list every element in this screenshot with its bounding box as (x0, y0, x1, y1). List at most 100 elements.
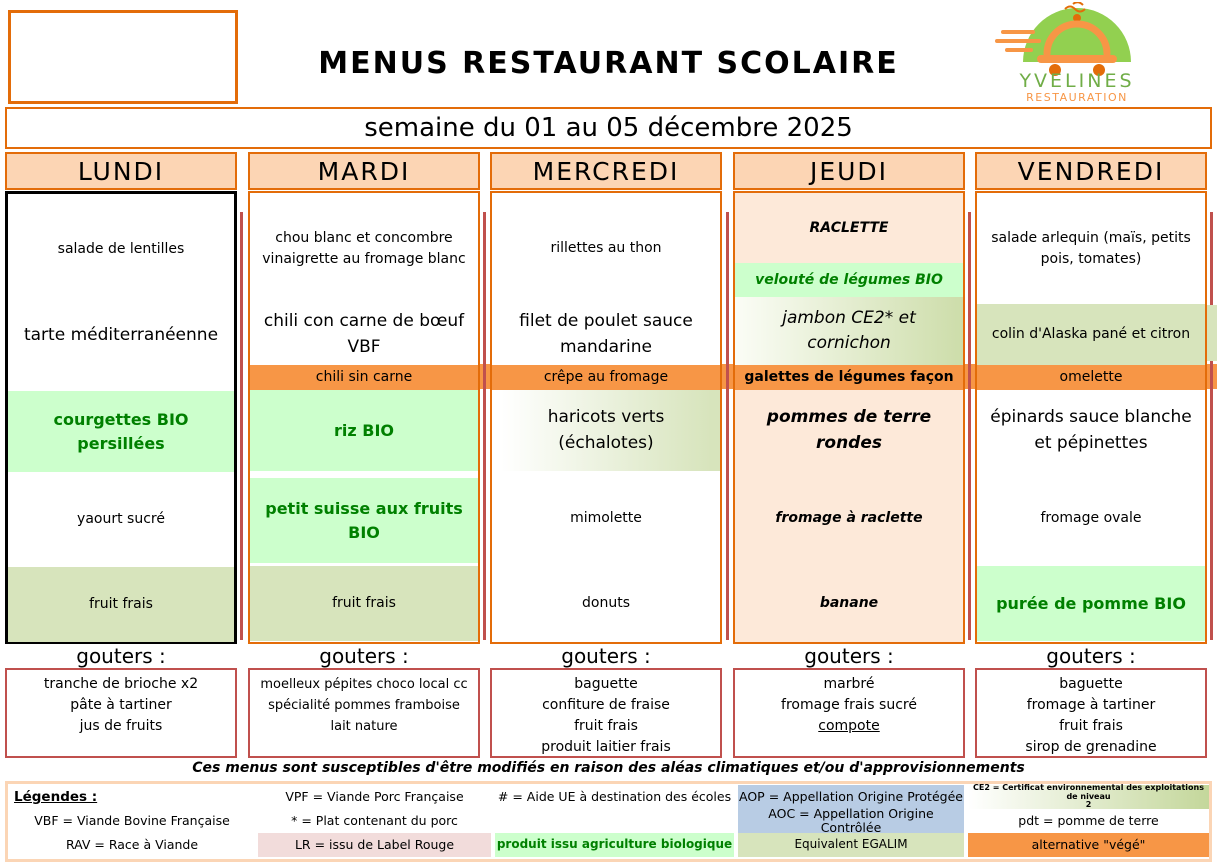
menu-item-main: filet de poulet sauce mandarine (519, 311, 693, 357)
gouter-item: pâte à tartiner (70, 697, 172, 713)
menu-item-entree: rillettes au thon (550, 240, 662, 256)
gouter-item: lait nature (330, 719, 398, 734)
menu-item-dairy-bio: petit suisse aux fruits BIO (250, 478, 478, 563)
gouter-item: tranche de brioche x2 (43, 676, 199, 692)
day-header-vendredi: VENDREDI (975, 152, 1207, 190)
logo-wheel-icon (1093, 64, 1105, 76)
gouter-box-lundi: tranche de brioche x2 pâte à tartiner ju… (5, 668, 237, 758)
legend-item-vege: alternative "végé" (968, 833, 1209, 857)
gouter-box-mercredi: baguette confiture de fraise fruit frais… (490, 668, 722, 758)
gouter-box-mardi: moelleux pépites choco local cc spéciali… (248, 668, 480, 758)
menu-item-dairy: yaourt sucré (77, 511, 165, 527)
day-header-mardi: MARDI (248, 152, 480, 190)
grid-line (1210, 212, 1213, 640)
legend-item-vbf: VBF = Viande Bovine Française (34, 813, 230, 829)
gouter-item: jus de fruits (79, 718, 163, 734)
legend-box: Légendes : VBF = Viande Bovine Française… (5, 781, 1212, 862)
menu-box-mercredi: rillettes au thon filet de poulet sauce … (490, 191, 722, 644)
gouters-label: gouters : (76, 644, 166, 668)
menu-item-dessert: banane (819, 595, 879, 611)
menu-item-dessert: fruit frais (8, 567, 234, 642)
grid-line (483, 212, 486, 640)
legend-item-pork: * = Plat contenant du porc (291, 813, 458, 829)
gouter-item: spécialité pommes framboise (268, 698, 460, 713)
logo-cloche-knob (1073, 14, 1081, 22)
menu-item-entree: chou blanc et concombre vinaigrette au f… (262, 229, 466, 267)
day-header-mercredi: MERCREDI (490, 152, 722, 190)
legend-title: Légendes : (14, 788, 98, 805)
column-mardi: MARDI chou blanc et concombre vinaigrett… (248, 0, 480, 868)
gouter-item: fromage à tartiner (1026, 697, 1156, 713)
column-mercredi: MERCREDI rillettes au thon filet de poul… (490, 0, 722, 868)
vege-alternative-item: galettes de légumes façon (735, 365, 963, 390)
day-header-jeudi: JEUDI (733, 152, 965, 190)
column-lundi: LUNDI salade de lentilles tarte méditerr… (5, 0, 237, 868)
gouters-label: gouters : (561, 644, 651, 668)
disclaimer-text: Ces menus sont susceptibles d'être modif… (192, 760, 1025, 776)
menu-item-dairy: fromage à raclette (775, 510, 923, 526)
gouter-item: fruit frais (574, 718, 638, 734)
menu-item-side-bio: courgettes BIO persillées (8, 391, 234, 472)
legend-item-aide-ue: # = Aide UE à destination des écoles (497, 789, 732, 805)
gouter-item: moelleux pépites choco local cc (260, 677, 468, 692)
vege-alternative-item: omelette (977, 365, 1205, 390)
legend-item-rav: RAV = Race à Viande (65, 837, 199, 853)
page-title: MENUS RESTAURANT SCOLAIRE (318, 46, 899, 81)
gouter-item: sirop de grenadine (1025, 739, 1157, 755)
menu-item-dessert-bio: purée de pomme BIO (977, 566, 1205, 641)
menu-item-main: tarte méditerranéenne (23, 324, 219, 345)
gouter-box-vendredi: baguette fromage à tartiner fruit frais … (975, 668, 1207, 758)
logo-cart-base (1037, 55, 1117, 63)
menu-item-dairy: mimolette (570, 510, 642, 526)
day-header-lundi: LUNDI (5, 152, 237, 190)
menu-item-dessert: fruit frais (250, 566, 478, 641)
yvelines-restauration-logo: YVELINES RESTAURATION (995, 2, 1134, 104)
menu-item-entree: salade de lentilles (57, 241, 185, 257)
gouters-label: gouters : (804, 644, 894, 668)
vege-alternative-item: crêpe au fromage (492, 365, 720, 390)
grid-line (726, 212, 729, 640)
gouter-item: compote (818, 718, 880, 734)
gouter-item: baguette (574, 676, 638, 692)
vege-alternative-item: chili sin carne (250, 365, 478, 390)
logo-speed-line (1001, 30, 1035, 34)
menu-item-entree: salade arlequin (maïs, petits pois, toma… (991, 229, 1191, 267)
logo-speed-line (1005, 48, 1033, 52)
gouter-item: marbré (823, 676, 875, 692)
legend-item-egalim: Equivalent EGALIM (738, 833, 964, 857)
logo-wheel-icon (1049, 64, 1061, 76)
menu-item-dessert: donuts (582, 595, 630, 611)
menu-box-lundi: salade de lentilles tarte méditerranéenn… (5, 191, 237, 644)
menu-item-main: chili con carne de bœuf VBF (263, 311, 465, 357)
column-jeudi: JEUDI RACLETTE velouté de légumes BIO ja… (733, 0, 965, 868)
gouter-item: fromage frais sucré (781, 697, 917, 713)
legend-item-ce2: CE2 = Certificat environnemental des exp… (968, 783, 1209, 809)
menu-box-jeudi: RACLETTE velouté de légumes BIO jambon C… (733, 191, 965, 644)
logo-speed-line (995, 39, 1041, 43)
logo-steam-icon (1072, 2, 1084, 6)
gouter-item: fruit frais (1059, 718, 1123, 734)
legend-item-vpf: VPF = Viande Porc Française (285, 789, 464, 805)
legend-item-label-rouge: LR = issu de Label Rouge (258, 833, 491, 857)
gouter-box-jeudi: marbré fromage frais sucré compote (733, 668, 965, 758)
legend-item-bio: produit issu agriculture biologique (495, 833, 734, 857)
logo-steam-icon (1064, 5, 1086, 13)
logo-text-line1: YVELINES (1018, 70, 1134, 92)
edge-cell-sliver (1207, 305, 1217, 361)
menu-item-entree-bio: velouté de légumes BIO (735, 263, 963, 297)
menu-box-vendredi: salade arlequin (maïs, petits pois, toma… (975, 191, 1207, 644)
menu-box-mardi: chou blanc et concombre vinaigrette au f… (248, 191, 480, 644)
menu-item-main: jambon CE2* et cornichon (735, 297, 963, 365)
logo-cloche-icon (1043, 20, 1111, 58)
gouters-label: gouters : (1046, 644, 1136, 668)
legend-item-pdt: pdt = pomme de terre (1018, 813, 1159, 829)
logo-text-line2: RESTAURATION (1026, 91, 1128, 104)
menu-item-side-bio: riz BIO (250, 390, 478, 471)
empty-header-box (8, 10, 238, 104)
grid-line (240, 212, 243, 640)
gouter-item: baguette (1059, 676, 1123, 692)
gouter-item: produit laitier frais (541, 739, 671, 755)
week-banner: semaine du 01 au 05 décembre 2025 (5, 107, 1212, 149)
menu-item-side: haricots verts (échalotes) (492, 390, 720, 471)
